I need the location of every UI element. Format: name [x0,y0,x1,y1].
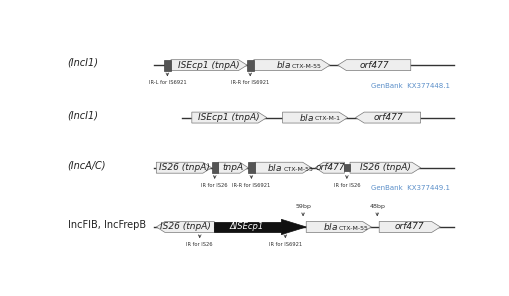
Text: IS26 (tnpA): IS26 (tnpA) [158,163,209,172]
Text: CTX-M-55: CTX-M-55 [283,167,313,172]
Polygon shape [315,162,345,173]
Text: IR-L for IS6921: IR-L for IS6921 [149,81,186,86]
Text: IR-R for IS6921: IR-R for IS6921 [231,81,269,86]
Text: $\mathit{bla}$: $\mathit{bla}$ [323,221,338,232]
Text: ISEcp1 (tnpA): ISEcp1 (tnpA) [199,113,260,122]
Text: IR for IS6921: IR for IS6921 [269,242,302,247]
Polygon shape [192,112,267,123]
Text: CTX-M-55: CTX-M-55 [339,226,369,231]
Text: (IncI1): (IncI1) [68,110,99,120]
Text: $\mathit{bla}$: $\mathit{bla}$ [267,162,282,173]
Polygon shape [255,162,312,173]
Text: ΔISEcp1: ΔISEcp1 [229,223,263,231]
Polygon shape [306,221,372,232]
Text: (IncI1): (IncI1) [68,58,99,68]
Text: 59bp: 59bp [295,205,311,210]
Polygon shape [282,112,348,123]
Bar [247,60,254,71]
Text: GenBank  KX377448.1: GenBank KX377448.1 [371,83,450,89]
Text: orf477: orf477 [359,61,389,70]
Text: CTX-M-55: CTX-M-55 [292,64,322,69]
Text: $\mathit{bla}$: $\mathit{bla}$ [299,112,315,123]
Polygon shape [218,162,248,173]
Text: orf477: orf477 [395,223,425,231]
Text: IS26 (tnpA): IS26 (tnpA) [160,223,211,231]
Text: (IncA/C): (IncA/C) [68,160,106,170]
Text: $\mathit{bla}$: $\mathit{bla}$ [276,59,291,70]
Text: orf477: orf477 [373,113,403,122]
Text: 48bp: 48bp [370,205,385,210]
Bar [212,162,218,173]
Text: GenBank  KX377449.1: GenBank KX377449.1 [371,185,450,191]
Text: CTX-M-1: CTX-M-1 [315,116,341,121]
Polygon shape [171,60,247,71]
Bar [164,60,171,71]
Polygon shape [350,162,420,173]
Polygon shape [156,221,214,232]
Polygon shape [254,60,330,71]
Polygon shape [338,60,411,71]
Bar [248,162,255,173]
Text: orf477: orf477 [315,163,345,172]
Text: ISEcp1 (tnpA): ISEcp1 (tnpA) [178,61,240,70]
Text: IS26 (tnpA): IS26 (tnpA) [360,163,411,172]
Polygon shape [355,112,420,123]
Polygon shape [379,221,440,232]
Text: tnpA: tnpA [222,163,244,172]
Text: IR-R for IS6921: IR-R for IS6921 [232,183,270,188]
Bar [345,164,350,171]
Text: IncFIB, IncFrepB: IncFIB, IncFrepB [68,220,146,230]
Polygon shape [156,162,212,173]
Text: IR for IS26: IR for IS26 [186,242,213,247]
Bar [214,221,281,232]
Polygon shape [281,219,306,235]
Text: IR for IS26: IR for IS26 [202,183,228,188]
Text: IR for IS26: IR for IS26 [333,183,360,188]
